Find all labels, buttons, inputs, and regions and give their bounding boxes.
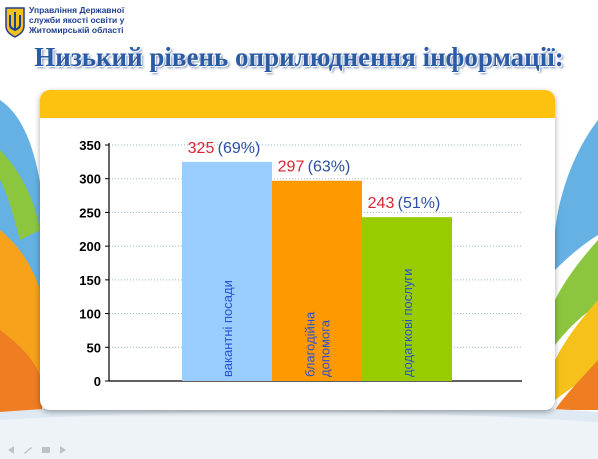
bar <box>182 161 272 381</box>
y-tick-label: 100 <box>79 307 101 322</box>
category-label: благодійна <box>303 311 318 377</box>
menu-icon[interactable] <box>41 446 51 454</box>
org-name-line-2: служби якості освіти у <box>29 15 125 25</box>
data-label-value: 297 <box>278 159 305 176</box>
previous-icon[interactable] <box>6 446 16 454</box>
slide-title: Низький рівень оприлюднення інформації: <box>34 42 564 72</box>
data-label-percent: (63%) <box>308 159 351 176</box>
bar <box>362 217 452 381</box>
y-tick-label: 200 <box>79 239 101 254</box>
category-label: допомога <box>318 319 333 377</box>
bar <box>272 180 362 381</box>
org-name-line-1: Управління Державної <box>29 5 125 15</box>
data-label-percent: (51%) <box>398 195 441 212</box>
org-name-line-3: Житомирській області <box>29 25 124 35</box>
category-label: додаткові послуги <box>400 269 415 377</box>
pen-icon[interactable] <box>23 446 33 454</box>
slideshow-controls <box>6 441 71 455</box>
data-label-value: 325 <box>188 140 215 157</box>
card-accent-band <box>40 90 555 118</box>
y-tick-label: 350 <box>79 138 101 153</box>
trident-coat-of-arms-icon <box>5 7 25 38</box>
y-tick-label: 300 <box>79 172 101 187</box>
data-label-value: 243 <box>368 195 395 212</box>
y-tick-label: 0 <box>94 374 101 389</box>
y-tick-label: 50 <box>87 340 101 355</box>
data-label-percent: (69%) <box>218 140 261 157</box>
next-icon[interactable] <box>58 446 68 454</box>
organization-header: Управління Державної служби якості освіт… <box>0 0 220 44</box>
y-tick-label: 150 <box>79 273 101 288</box>
y-tick-label: 250 <box>79 205 101 220</box>
category-label: вакантні посади <box>220 280 235 377</box>
